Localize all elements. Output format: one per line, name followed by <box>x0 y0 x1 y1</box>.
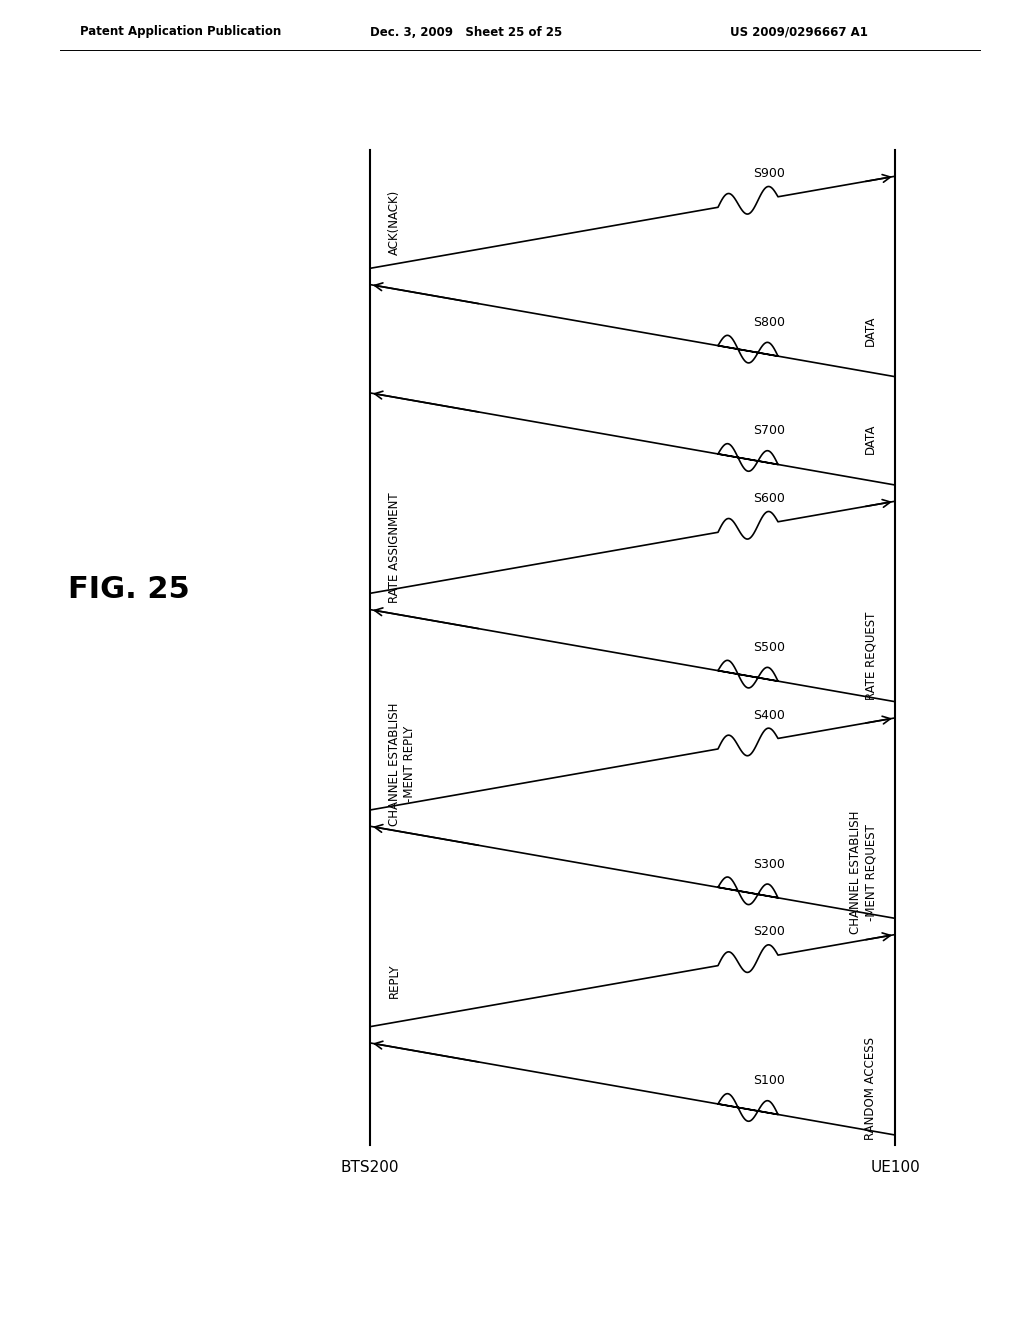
Text: RATE ASSIGNMENT: RATE ASSIGNMENT <box>388 492 401 603</box>
Text: S300: S300 <box>753 858 784 871</box>
Text: RANDOM ACCESS: RANDOM ACCESS <box>864 1038 877 1140</box>
Text: US 2009/0296667 A1: US 2009/0296667 A1 <box>730 25 868 38</box>
Text: ACK(NACK): ACK(NACK) <box>388 190 401 255</box>
Text: S900: S900 <box>753 168 784 180</box>
Text: S400: S400 <box>753 709 784 722</box>
Text: Patent Application Publication: Patent Application Publication <box>80 25 282 38</box>
Text: S200: S200 <box>753 925 784 939</box>
Text: S700: S700 <box>753 424 785 437</box>
Text: DATA: DATA <box>864 424 877 454</box>
Text: DATA: DATA <box>864 315 877 346</box>
Text: CHANNEL ESTABLISH
-MENT REQUEST: CHANNEL ESTABLISH -MENT REQUEST <box>849 810 877 935</box>
Text: REPLY: REPLY <box>388 964 401 998</box>
Text: S500: S500 <box>753 642 785 653</box>
Text: S800: S800 <box>753 315 785 329</box>
Text: Dec. 3, 2009   Sheet 25 of 25: Dec. 3, 2009 Sheet 25 of 25 <box>370 25 562 38</box>
Text: RATE REQUEST: RATE REQUEST <box>864 611 877 700</box>
Text: UE100: UE100 <box>870 1160 920 1175</box>
Text: BTS200: BTS200 <box>341 1160 399 1175</box>
Text: S600: S600 <box>753 492 784 506</box>
Text: FIG. 25: FIG. 25 <box>68 576 189 605</box>
Text: S100: S100 <box>753 1074 784 1088</box>
Text: CHANNEL ESTABLISH
-MENT REPLY: CHANNEL ESTABLISH -MENT REPLY <box>388 702 416 825</box>
